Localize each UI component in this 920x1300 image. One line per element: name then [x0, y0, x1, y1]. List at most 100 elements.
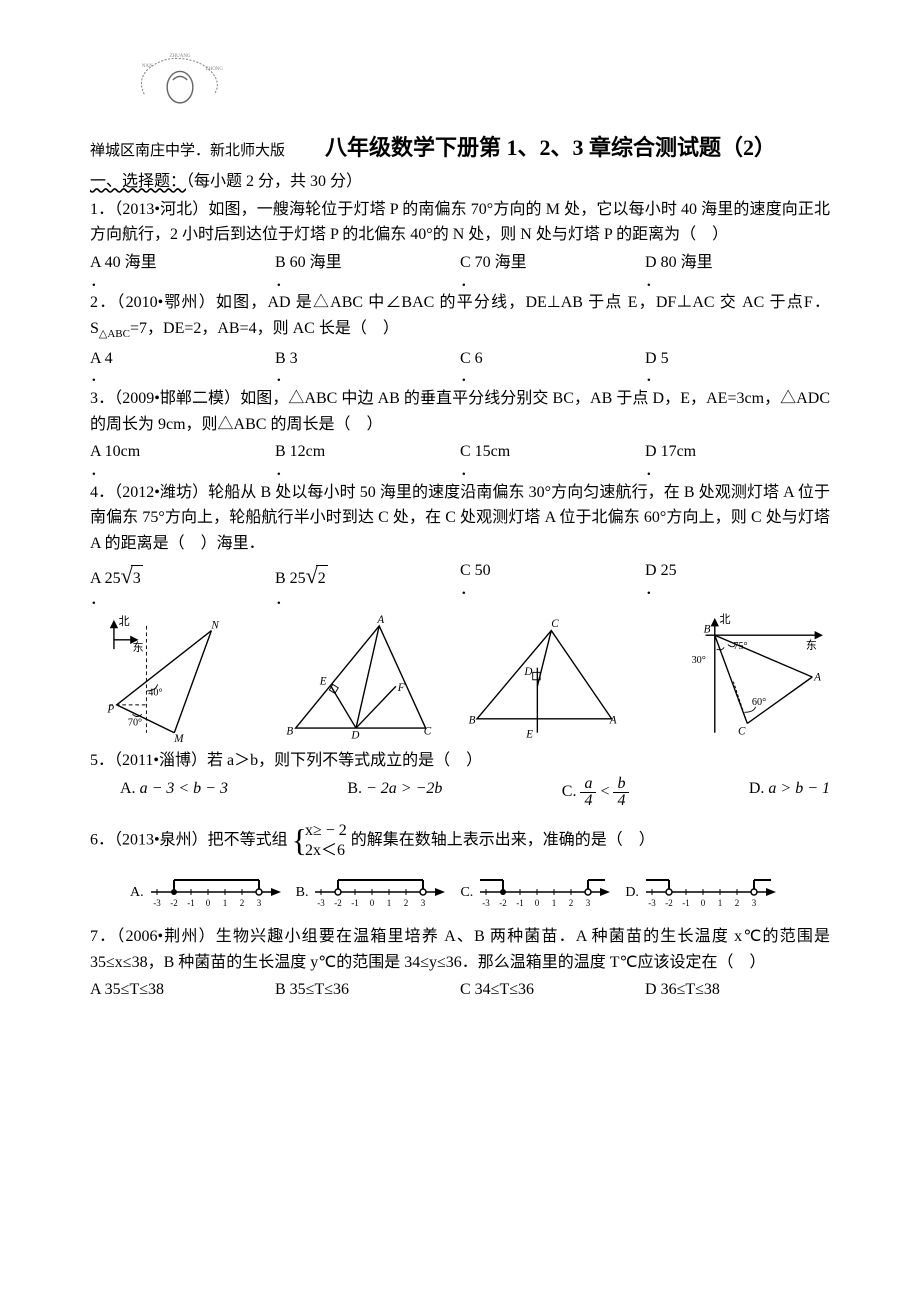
q2-option-a: A 4．: [90, 346, 275, 384]
svg-text:2: 2: [569, 898, 574, 908]
numberline-a-icon: -3 -2 -1 0 1 2 3: [146, 874, 286, 912]
svg-text:3: 3: [586, 898, 591, 908]
svg-text:-1: -1: [682, 898, 690, 908]
svg-text:-3: -3: [483, 898, 491, 908]
svg-text:B: B: [704, 624, 711, 636]
svg-text:3: 3: [421, 898, 426, 908]
svg-text:0: 0: [370, 898, 375, 908]
question-6-options: A. -3-2-10123 B. -3-2-10123 C.: [130, 874, 830, 912]
svg-text:B: B: [286, 726, 293, 738]
svg-text:-3: -3: [153, 898, 161, 908]
svg-text:1: 1: [222, 898, 227, 908]
numberline-b-icon: -3-2-10123: [310, 874, 450, 912]
section-1-header: 一、选择题：（每小题 2 分，共 30 分）: [90, 169, 830, 195]
svg-text:-2: -2: [335, 898, 343, 908]
svg-text:C: C: [551, 618, 559, 630]
svg-text:2: 2: [404, 898, 409, 908]
svg-text:A: A: [813, 672, 821, 684]
svg-text:P: P: [106, 704, 114, 716]
question-5: 5．（2011•淄博）若 a＞b，则下列不等式成立的是（ ）: [90, 748, 830, 774]
question-4: 4．（2012•潍坊）轮船从 B 处以每小时 50 海里的速度沿南偏东 30°方…: [90, 480, 830, 557]
diagram-1: 北 东 P M N 40° 70°: [90, 612, 272, 742]
q6-option-c: C. -3-2-10123: [460, 874, 615, 912]
svg-text:-1: -1: [187, 898, 195, 908]
svg-text:A: A: [376, 615, 384, 627]
svg-text:2: 2: [239, 898, 244, 908]
question-7-options: A 35≤T≤38 B 35≤T≤36 C 34≤T≤36 D 36≤T≤38: [90, 977, 830, 1003]
diagram-2: A B C D E F: [276, 612, 458, 742]
svg-text:B: B: [469, 715, 476, 727]
svg-text:-2: -2: [170, 898, 178, 908]
q5-option-a: A. a − 3 < b − 3: [120, 776, 228, 809]
svg-text:M: M: [173, 733, 184, 742]
q1-option-a: A 40 海里．: [90, 250, 275, 288]
school-logo: ZHUANG NAN ZHONG: [90, 60, 830, 130]
q5-option-c: C. a4 < b4: [562, 776, 630, 809]
svg-text:40°: 40°: [148, 688, 162, 699]
svg-text:30°: 30°: [692, 656, 706, 667]
q3-option-c: C 15cm．: [460, 439, 645, 477]
question-4-options: A 25√3． B 25√2． C 50． D 25．: [90, 558, 830, 606]
svg-text:0: 0: [205, 898, 210, 908]
svg-text:F: F: [397, 682, 405, 694]
q4-option-d: D 25．: [645, 558, 830, 606]
logo-icon: ZHUANG NAN ZHONG: [130, 50, 230, 110]
question-3: 3．（2009•邯郸二模）如图，△ABC 中边 AB 的垂直平分线分别交 BC，…: [90, 386, 830, 437]
q6-option-a: A. -3-2-10123: [130, 874, 286, 912]
svg-text:ZHONG: ZHONG: [206, 67, 224, 72]
diagrams-row: 北 东 P M N 40° 70° A B C D E: [90, 612, 830, 742]
svg-text:3: 3: [752, 898, 757, 908]
svg-text:3: 3: [256, 898, 261, 908]
svg-text:-1: -1: [352, 898, 360, 908]
q1-option-b: B 60 海里．: [275, 250, 460, 288]
question-3-options: A 10cm． B 12cm． C 15cm． D 17cm．: [90, 439, 830, 477]
svg-text:-1: -1: [517, 898, 525, 908]
q5-option-b: B. − 2a > −2b: [347, 776, 442, 809]
svg-text:0: 0: [535, 898, 540, 908]
svg-text:D: D: [350, 730, 359, 742]
svg-text:C: C: [424, 726, 432, 738]
q7-option-a: A 35≤T≤38: [90, 977, 275, 1003]
question-7: 7．（2006•荆州）生物兴趣小组要在温箱里培养 A、B 两种菌苗．A 种菌苗的…: [90, 924, 830, 975]
q1-option-d: D 80 海里．: [645, 250, 830, 288]
question-1-options: A 40 海里． B 60 海里． C 70 海里． D 80 海里．: [90, 250, 830, 288]
q1-option-c: C 70 海里．: [460, 250, 645, 288]
q3-option-b: B 12cm．: [275, 439, 460, 477]
svg-text:A: A: [609, 715, 617, 727]
numberline-d-icon: -3-2-10123: [641, 874, 781, 912]
svg-text:NAN: NAN: [142, 64, 153, 69]
q6-option-b: B. -3-2-10123: [296, 874, 451, 912]
q4-option-a: A 25√3．: [90, 558, 275, 606]
svg-text:北: 北: [719, 614, 730, 627]
question-1: 1．（2013•河北）如图，一艘海轮位于灯塔 P 的南偏东 70°方向的 M 处…: [90, 197, 830, 248]
svg-text:E: E: [319, 676, 327, 688]
school-name: 禅城区南庄中学．新北师大版: [90, 139, 285, 163]
q3-option-a: A 10cm．: [90, 439, 275, 477]
question-2: 2．（2010•鄂州）如图，AD 是△ABC 中∠BAC 的平分线，DE⊥AB …: [90, 290, 830, 343]
svg-text:东: 东: [806, 640, 817, 653]
svg-text:1: 1: [718, 898, 723, 908]
q7-option-d: D 36≤T≤38: [645, 977, 830, 1003]
question-6: 6．（2013•泉州）把不等式组 { x≥ − 2 2x＜6 的解集在数轴上表示…: [90, 815, 830, 866]
svg-text:C: C: [738, 726, 746, 738]
svg-text:D: D: [523, 667, 532, 679]
question-5-options: A. a − 3 < b − 3 B. − 2a > −2b C. a4 < b…: [120, 776, 830, 809]
svg-text:1: 1: [387, 898, 392, 908]
q6-option-d: D. -3-2-10123: [625, 874, 781, 912]
svg-text:60°: 60°: [752, 697, 766, 708]
q4-option-c: C 50．: [460, 558, 645, 606]
svg-text:北: 北: [119, 615, 130, 628]
q3-option-d: D 17cm．: [645, 439, 830, 477]
svg-text:-2: -2: [500, 898, 508, 908]
q7-option-c: C 34≤T≤36: [460, 977, 645, 1003]
q2-option-b: B 3．: [275, 346, 460, 384]
svg-text:1: 1: [552, 898, 557, 908]
page-title: 八年级数学下册第 1、2、3 章综合测试题（2）: [325, 130, 776, 165]
q7-option-b: B 35≤T≤36: [275, 977, 460, 1003]
question-2-options: A 4． B 3． C 6． D 5．: [90, 346, 830, 384]
numberline-c-icon: -3 -2 -1 0 1 2 3: [475, 874, 615, 912]
svg-text:70°: 70°: [128, 718, 142, 729]
svg-text:-2: -2: [665, 898, 673, 908]
q4-option-b: B 25√2．: [275, 558, 460, 606]
svg-text:E: E: [525, 729, 533, 741]
